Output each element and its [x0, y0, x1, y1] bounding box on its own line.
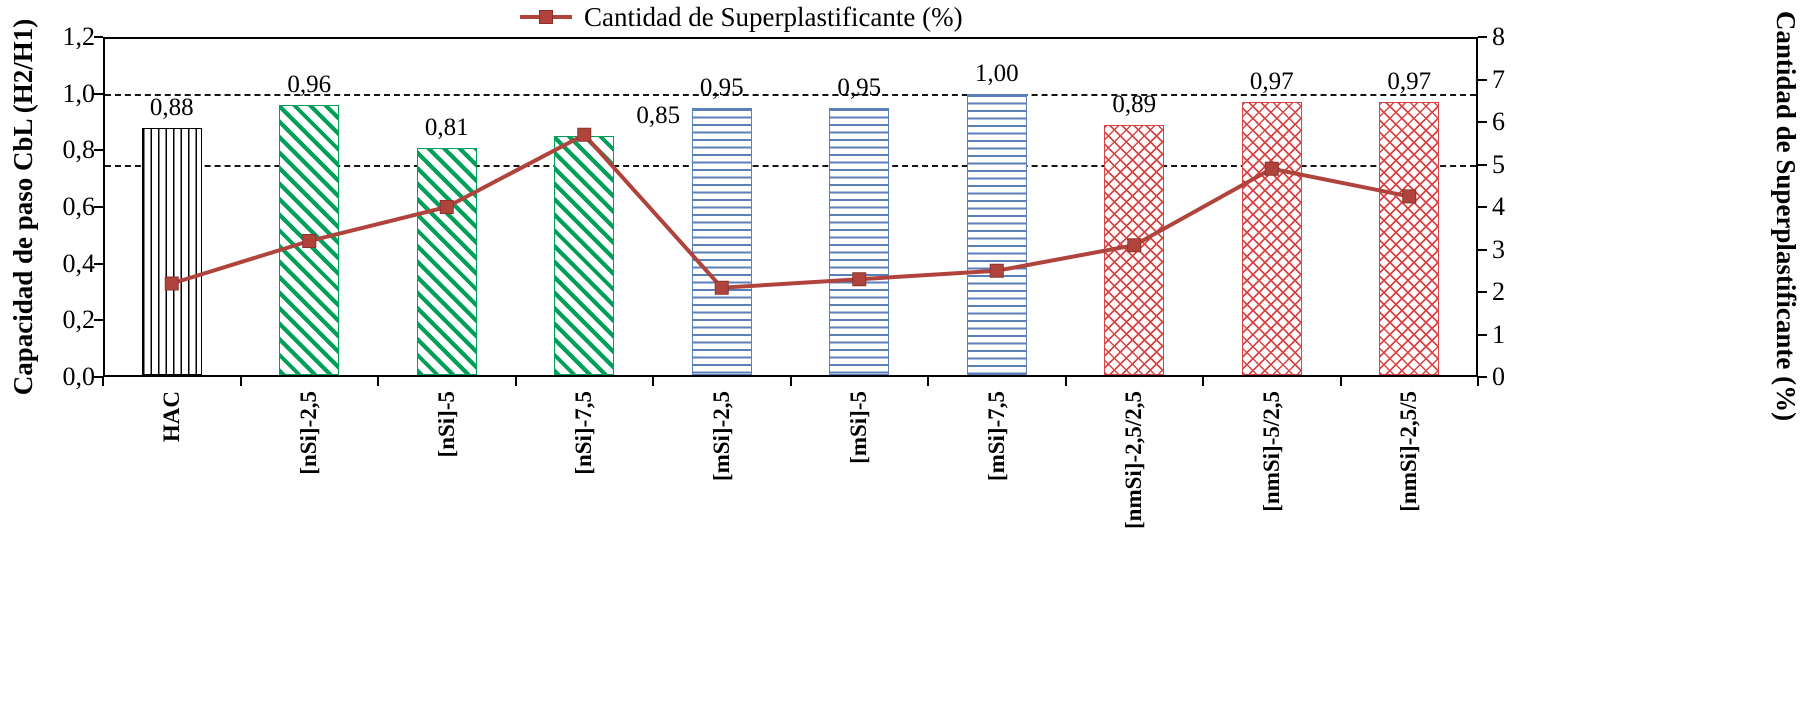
y-axis-right-tickmark: [1478, 121, 1487, 123]
reference-line-1: [105, 93, 1476, 96]
x-tick-label-nsi-2-5: [nSi]-2,5: [296, 391, 322, 475]
y-axis-left-tickmark: [94, 149, 103, 152]
y-axis-right-tickmark: [1478, 248, 1487, 251]
bar-msi-7-5: [966, 93, 1027, 375]
line-marker-nmsi-5-2-5: [1264, 161, 1279, 176]
y-axis-right-tick-4: 4: [1492, 192, 1505, 221]
y-axis-right-tickmark: [1478, 206, 1487, 208]
y-axis-right-tick-2: 2: [1492, 277, 1505, 306]
x-axis-tickmark: [789, 377, 792, 386]
y-axis-left-tick-0-6: 0,6: [62, 192, 96, 221]
line-marker-msi-5: [852, 272, 867, 287]
bar-nmsi-5-2-5: [1241, 102, 1302, 375]
bar-nmsi-2-5-5: [1379, 102, 1440, 375]
bar-value-label-msi-5: 0,95: [837, 73, 882, 101]
x-axis-tickmark: [652, 377, 654, 386]
x-axis-tickmark: [1477, 377, 1479, 386]
superplasticizer-line-layer: [164, 127, 1417, 295]
y-axis-right-tickmark: [1478, 291, 1487, 293]
bar-value-label-nsi-7-5: 0,85: [636, 102, 681, 130]
y-axis-right-tick-5: 5: [1492, 149, 1505, 179]
y-axis-right-tickmark: [1478, 36, 1487, 38]
x-tick-label-msi-5: [mSi]-5: [846, 391, 872, 464]
line-marker-msi-7-5: [989, 263, 1004, 278]
right-axis-title: Cantidad de Superplastificante (%): [1771, 10, 1801, 422]
y-axis-right-tickmark: [1478, 78, 1487, 81]
x-tick-label-nmsi-2-5-2-5: [nmSi]-2,5/2,5: [1121, 391, 1147, 529]
bar-value-label-hac: 0,88: [149, 93, 194, 121]
line-marker-nsi-7-5: [577, 127, 592, 142]
x-axis-tickmark: [514, 377, 517, 386]
x-axis-tickmark: [377, 377, 379, 386]
x-axis-tickmark: [1339, 377, 1342, 386]
bar-nsi-7-5: [554, 136, 615, 375]
y-axis-left-tick-0-8: 0,8: [62, 135, 96, 165]
x-tick-label-msi-2-5: [mSi]-2,5: [708, 391, 734, 482]
reference-line-0-75: [105, 164, 1476, 167]
x-axis-tickmark: [239, 377, 242, 386]
x-axis-tickmark: [1202, 377, 1204, 386]
left-axis-title: Capacidad de paso CbL (H2/H1): [8, 18, 38, 396]
line-marker-nmsi-2-5-2-5: [1127, 238, 1142, 253]
y-axis-right-tick-6: 6: [1492, 107, 1505, 136]
x-tick-label-nmsi-2-5-5: [nmSi]-2,5/5: [1396, 391, 1422, 512]
x-axis-tickmark: [1064, 377, 1067, 386]
bar-msi-2-5: [691, 107, 752, 375]
x-axis-tickmark: [927, 377, 929, 386]
y-axis-left-tick-1-2: 1,2: [62, 22, 96, 51]
line-marker-nmsi-2-5-5: [1402, 189, 1417, 204]
y-axis-right-tick-8: 8: [1492, 22, 1505, 51]
line-marker-nsi-5: [439, 200, 454, 214]
x-tick-label-msi-7-5: [mSi]-7,5: [983, 391, 1009, 482]
y-axis-left-tickmark: [94, 36, 103, 38]
y-axis-left-tick-0-0: 0,0: [62, 362, 96, 391]
legend-square-marker: [539, 10, 553, 24]
superplasticizer-line: [171, 132, 1410, 290]
y-axis-right-tick-0: 0: [1492, 362, 1505, 391]
bar-value-label-nsi-5: 0,81: [424, 113, 469, 141]
bar-msi-5: [829, 107, 890, 375]
line-marker-msi-2-5: [714, 280, 729, 295]
bar-value-label-nmsi-2-5-5: 0,97: [1387, 68, 1432, 96]
y-axis-left-tickmark: [94, 206, 103, 208]
y-axis-left-tick-0-2: 0,2: [62, 305, 96, 335]
y-axis-left-tickmark: [94, 262, 103, 265]
x-tick-label-nmsi-5-2-5: [nmSi]-5/2,5: [1258, 391, 1284, 512]
y-axis-left-tickmark: [94, 319, 103, 322]
legend-label: Cantidad de Superplastificante (%): [584, 1, 963, 32]
y-axis-right-tickmark: [1478, 333, 1487, 336]
plot-area: [103, 37, 1478, 377]
bar-value-label-nmsi-2-5-2-5: 0,89: [1112, 90, 1157, 118]
line-marker-hac: [164, 276, 179, 291]
y-axis-left-tick-0-4: 0,4: [62, 248, 96, 278]
x-tick-label-hac: HAC: [158, 391, 184, 443]
bar-value-label-msi-2-5: 0,95: [699, 73, 744, 101]
bar-hac: [141, 127, 202, 375]
y-axis-right-tickmark: [1478, 376, 1487, 378]
x-tick-label-nsi-5: [nSi]-5: [433, 391, 459, 458]
x-tick-label-nsi-7-5: [nSi]-7,5: [571, 391, 597, 475]
y-axis-left-tickmark: [94, 92, 103, 95]
bar-value-label-msi-7-5: 1,00: [974, 59, 1019, 87]
y-axis-right-tickmark: [1478, 163, 1487, 166]
legend: Cantidad de Superplastificante (%): [520, 0, 963, 34]
y-axis-right-tick-7: 7: [1492, 64, 1505, 94]
bar-value-label-nmsi-5-2-5: 0,97: [1249, 68, 1294, 96]
line-marker-nsi-2-5: [302, 234, 317, 248]
y-axis-left-tickmark: [94, 376, 103, 378]
y-axis-left-tick-1-0: 1,0: [62, 78, 96, 108]
bar-value-label-nsi-2-5: 0,96: [287, 71, 332, 98]
bar-nsi-5: [416, 147, 477, 375]
x-axis-tickmark: [102, 377, 104, 386]
legend-line-square-icon: [520, 8, 572, 26]
y-axis-right-tick-1: 1: [1492, 319, 1505, 349]
y-axis-right-tick-3: 3: [1492, 234, 1505, 264]
